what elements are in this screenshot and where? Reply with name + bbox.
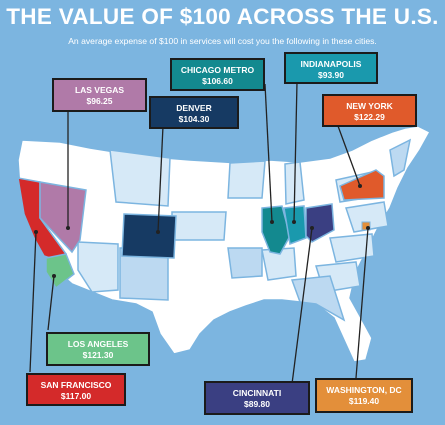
state-nevada — [39, 181, 87, 254]
city-price: $96.25 — [86, 95, 113, 106]
city-name: CHICAGO METRO — [180, 65, 255, 75]
page-title: THE VALUE OF $100 ACROSS THE U.S. — [6, 4, 439, 29]
city-price: $121.30 — [82, 349, 114, 360]
city-price: $93.90 — [318, 69, 344, 80]
city-name: NEW YORK — [346, 101, 393, 111]
city-price: $119.40 — [348, 395, 380, 406]
city-price: $106.60 — [202, 75, 233, 86]
state-indiana — [283, 205, 307, 246]
pointer-dots — [34, 184, 370, 278]
label-chicago: CHICAGO METRO $106.60 — [170, 58, 265, 91]
city-name: SAN FRANCISCO — [40, 380, 112, 390]
city-name: CINCINNATI — [232, 388, 282, 398]
label-washington-dc: WASHINGTON, DC $119.40 — [315, 378, 413, 413]
pointer-lines — [29, 81, 369, 385]
label-las-vegas: LAS VEGAS $96.25 — [52, 78, 147, 112]
mid-states — [119, 138, 412, 322]
city-name: DENVER — [176, 103, 212, 113]
state-illinois — [261, 205, 291, 255]
state-ohio — [305, 203, 335, 243]
city-price: $122.29 — [354, 111, 385, 122]
label-denver: DENVER $104.30 — [149, 96, 239, 129]
state-colorado — [121, 213, 177, 259]
label-indianapolis: INDIANAPOLIS $93.90 — [284, 52, 378, 84]
city-price: $117.00 — [60, 390, 92, 401]
city-name: INDIANAPOLIS — [300, 59, 362, 69]
label-cincinnati: CINCINNATI $89.80 — [204, 381, 310, 415]
label-los-angeles: LOS ANGELES $121.30 — [46, 332, 150, 366]
label-san-francisco: SAN FRANCISCO $117.00 — [26, 373, 126, 406]
city-name: LAS VEGAS — [74, 85, 125, 95]
city-price: $104.30 — [178, 113, 210, 124]
city-name: WASHINGTON, DC — [326, 385, 402, 395]
page-subtitle: An average expense of $100 in services w… — [68, 36, 377, 46]
city-price: $89.80 — [244, 398, 270, 409]
label-new-york: NEW YORK $122.29 — [322, 94, 417, 127]
city-name: LOS ANGELES — [67, 339, 129, 349]
state-new-york — [339, 169, 385, 201]
